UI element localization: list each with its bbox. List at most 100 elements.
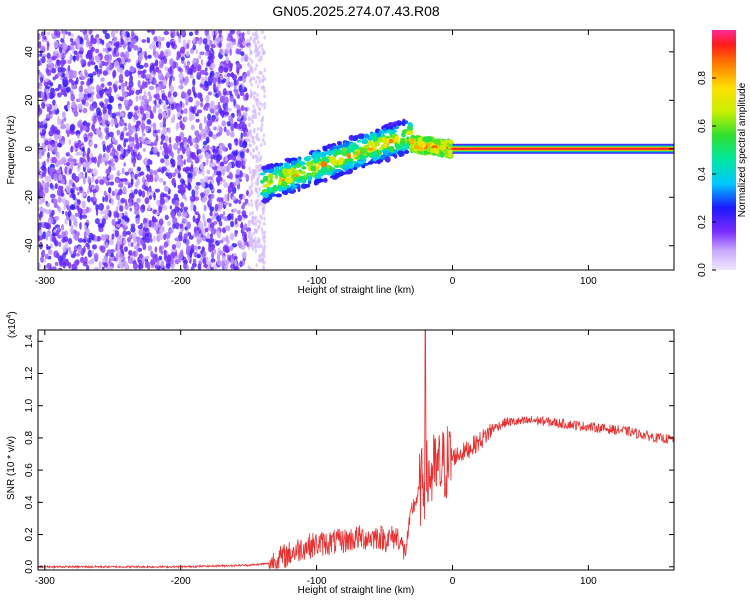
noise-blob: [255, 145, 258, 150]
noise-blob: [110, 166, 117, 171]
noise-blob: [263, 94, 266, 99]
noise-blob: [109, 249, 115, 253]
signal-blob: [401, 120, 406, 127]
noise-blob: [48, 130, 54, 137]
y-tick-label: -20: [24, 190, 35, 205]
noise-blob: [263, 141, 267, 146]
noise-blob: [89, 152, 94, 158]
noise-blob: [262, 133, 266, 138]
noise-blob: [79, 157, 83, 164]
noise-blob: [154, 174, 160, 182]
noise-blob: [118, 73, 124, 82]
noise-blob: [262, 211, 265, 216]
noise-blob: [243, 214, 248, 219]
signal-blob: [439, 145, 446, 150]
noise-blob: [228, 172, 233, 178]
noise-blob: [197, 245, 201, 250]
noise-blob: [134, 115, 139, 121]
noise-blob: [115, 151, 119, 156]
noise-blob: [195, 134, 202, 142]
x-tick-label: -100: [307, 276, 327, 287]
noise-blob: [205, 238, 211, 243]
noise-blob: [144, 233, 149, 238]
noise-blob: [69, 130, 76, 135]
noise-blob: [172, 223, 177, 229]
noise-blob: [263, 234, 267, 239]
signal-blob: [375, 132, 382, 137]
noise-blob: [252, 95, 256, 100]
noise-blob: [229, 95, 234, 103]
noise-blob: [60, 89, 66, 96]
noise-blob: [180, 249, 184, 257]
noise-blob: [152, 45, 157, 51]
signal-blob: [393, 121, 398, 125]
noise-blob: [72, 182, 75, 187]
noise-blob: [131, 136, 135, 143]
noise-blob: [263, 35, 267, 40]
y-tick-label: 0.6: [24, 463, 35, 477]
noise-blob: [255, 207, 259, 212]
signal-blob: [291, 184, 298, 188]
noise-blob: [195, 112, 199, 117]
noise-blob: [97, 85, 103, 91]
noise-blob: [154, 188, 160, 193]
signal-blob: [397, 150, 405, 156]
noise-blob: [194, 185, 200, 190]
noise-blob: [180, 109, 184, 115]
noise-blob: [256, 164, 260, 169]
noise-blob: [45, 78, 49, 82]
noise-blob: [262, 260, 266, 265]
noise-blob: [87, 61, 91, 67]
signal-blob: [352, 151, 358, 155]
noise-blob: [168, 136, 172, 144]
noise-blob: [83, 176, 86, 185]
signal-blob: [360, 147, 368, 153]
noise-blob: [228, 90, 233, 96]
signal-blob: [348, 134, 355, 141]
noise-blob: [148, 94, 152, 102]
noise-blob: [230, 123, 235, 132]
noise-blob: [202, 38, 208, 45]
noise-blob: [237, 37, 244, 46]
noise-blob: [138, 253, 143, 259]
noise-blob: [225, 105, 229, 112]
noise-blob: [65, 152, 71, 157]
noise-blob: [204, 51, 209, 56]
noise-blob: [113, 47, 117, 55]
noise-blob: [250, 243, 253, 248]
signal-blob: [385, 137, 389, 144]
signal-blob: [267, 173, 274, 180]
noise-blob: [84, 69, 88, 76]
noise-blob: [204, 30, 209, 37]
noise-blob: [137, 79, 141, 88]
noise-blob: [53, 173, 58, 181]
noise-blob: [261, 47, 264, 52]
noise-blob: [163, 249, 167, 255]
noise-blob: [221, 145, 227, 152]
noise-blob: [87, 49, 91, 57]
noise-blob: [77, 140, 82, 145]
noise-blob: [154, 246, 158, 253]
noise-blob: [117, 248, 121, 257]
noise-blob: [250, 189, 253, 194]
noise-blob: [248, 138, 251, 143]
noise-blob: [123, 238, 127, 245]
noise-blob: [193, 166, 199, 172]
noise-blob: [151, 30, 155, 35]
noise-blob: [100, 245, 106, 253]
signal-blob: [347, 161, 353, 167]
noise-blob: [210, 44, 216, 49]
noise-blob: [222, 169, 225, 176]
noise-blob: [154, 99, 157, 106]
noise-blob: [186, 60, 191, 66]
noise-blob: [260, 202, 263, 207]
noise-blob: [236, 210, 241, 215]
signal-blob: [307, 175, 313, 182]
noise-blob: [158, 178, 164, 183]
noise-blob: [215, 111, 220, 116]
noise-blob: [75, 77, 79, 85]
noise-blob: [203, 204, 207, 212]
noise-blob: [247, 202, 251, 207]
noise-blob: [206, 61, 211, 67]
noise-blob: [41, 208, 47, 213]
